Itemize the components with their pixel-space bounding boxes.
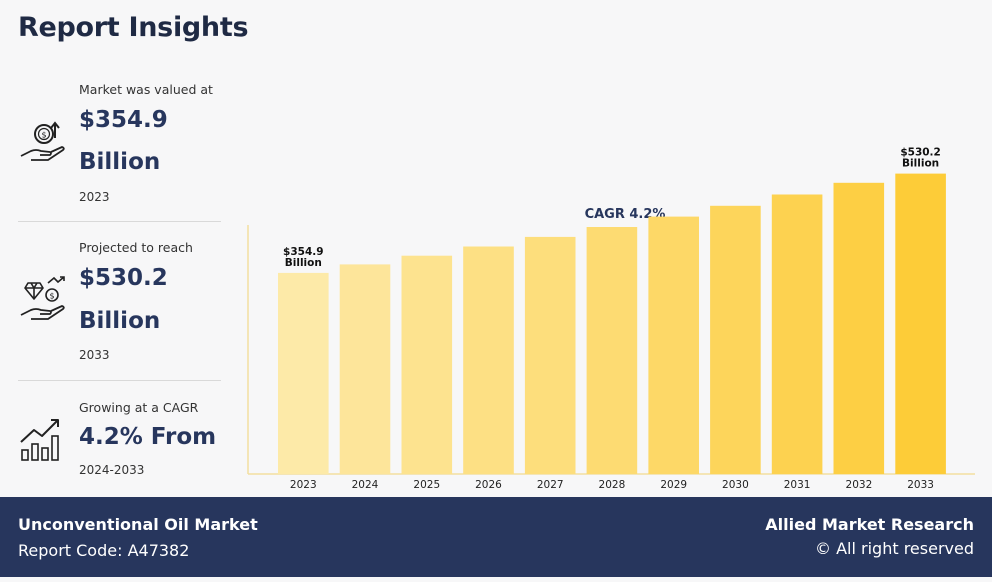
svg-text:$: $ [49, 292, 54, 301]
bar-2028 [586, 227, 638, 474]
stat-year: 2023 [79, 190, 110, 204]
bar-2030 [710, 205, 761, 475]
stat-label: Market was valued at [79, 82, 213, 97]
bar-2032 [833, 182, 885, 475]
x-tick-label: 2023 [290, 479, 317, 491]
money-hand-icon: $ [20, 121, 65, 161]
bar-2024 [339, 264, 391, 474]
stat-divider [18, 221, 221, 222]
bar-2029 [648, 216, 699, 474]
svg-text:$: $ [41, 131, 46, 140]
x-tick-label: 2026 [475, 479, 502, 491]
stat-unit: Billion [79, 308, 161, 334]
stat-value: $530.2 [79, 265, 168, 291]
x-tick-label: 2032 [846, 479, 873, 491]
growth-bars-icon [20, 419, 59, 461]
bar-2033 [895, 173, 946, 474]
data-label-2023: $354.9 [283, 246, 324, 258]
data-label-2023: Billion [285, 257, 322, 269]
page-title: Report Insights [18, 12, 249, 43]
footer-bar: Unconventional Oil Market Report Code: A… [0, 497, 992, 577]
x-tick-label: 2027 [537, 479, 564, 491]
stat-unit: Billion [79, 149, 161, 175]
bar-2025 [401, 255, 453, 474]
footer-market-name: Unconventional Oil Market [18, 515, 258, 534]
bar-2031 [771, 194, 823, 474]
footer-brand: Allied Market Research [765, 515, 974, 534]
x-tick-label: 2025 [413, 479, 440, 491]
stat-label: Growing at a CAGR [79, 400, 199, 415]
x-tick-label: 2030 [722, 479, 749, 491]
bar-2023 [278, 272, 329, 474]
stat-year: 2024-2033 [79, 463, 145, 477]
chart-title: CAGR 4.2% [585, 207, 666, 222]
bar-2026 [463, 246, 514, 474]
footer-report-code: Report Code: A47382 [18, 541, 190, 560]
diamond-hand-icon: $ [20, 276, 65, 320]
data-label-2033: Billion [902, 158, 939, 170]
x-tick-label: 2033 [907, 479, 934, 491]
bar-2027 [524, 236, 576, 474]
bar-chart: CAGR 4.2% 2023 2024 2025 2026 2027 2028 2029 20… [247, 147, 975, 491]
footer-rights: © All right reserved [815, 539, 974, 558]
stat-value: 4.2% From [79, 424, 217, 450]
stat-value: $354.9 [79, 107, 168, 133]
x-tick-label: 2028 [599, 479, 626, 491]
stat-year: 2033 [79, 348, 110, 362]
data-label-2033: $530.2 [900, 147, 941, 159]
stat-label: Projected to reach [79, 240, 193, 255]
x-tick-label: 2029 [660, 479, 687, 491]
x-tick-label: 2031 [784, 479, 811, 491]
stat-divider [18, 380, 221, 381]
x-tick-label: 2024 [352, 479, 379, 491]
